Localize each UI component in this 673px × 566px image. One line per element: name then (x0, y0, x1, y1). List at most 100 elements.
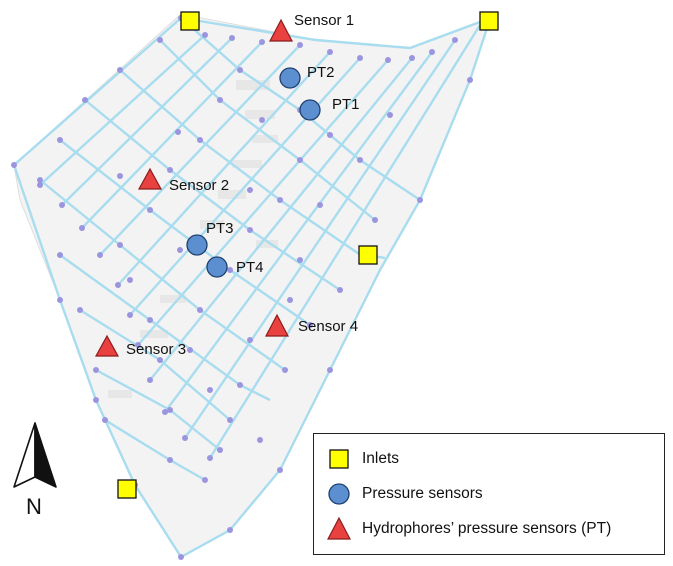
pt3-marker (186, 234, 208, 256)
pt3-label: PT3 (206, 220, 234, 237)
pipe-segment (129, 57, 361, 316)
junction-node (102, 417, 108, 423)
junction-node (452, 37, 458, 43)
junction-node (259, 117, 265, 123)
inlet-marker (479, 11, 499, 31)
junction-node (57, 297, 63, 303)
junction-node (327, 49, 333, 55)
junction-node (37, 177, 43, 183)
pipe-segment (61, 37, 233, 206)
junction-node (117, 173, 123, 179)
junction-node (178, 554, 184, 560)
junction-node (229, 35, 235, 41)
junction-node (307, 322, 313, 328)
yellow-square-icon (329, 449, 349, 469)
sensor-2-label: Sensor 2 (169, 177, 229, 194)
junction-node (327, 132, 333, 138)
junction-node (429, 49, 435, 55)
pipe-segment (119, 69, 366, 259)
legend-label-pressure-sensors: Pressure sensors (362, 485, 483, 502)
junction-node (217, 97, 223, 103)
junction-node (357, 55, 363, 61)
junction-node (147, 207, 153, 213)
inlet-marker (117, 479, 137, 499)
legend-label-hydrophores: Hydrophores’ pressure sensors (PT) (362, 520, 612, 537)
junction-node (259, 39, 265, 45)
junction-node (277, 467, 283, 473)
pipe-segment (180, 21, 491, 559)
junction-node (409, 55, 415, 61)
junction-node (247, 227, 253, 233)
junction-node (207, 455, 213, 461)
pt1-marker (299, 99, 321, 121)
junction-node (297, 42, 303, 48)
junction-node (147, 317, 153, 323)
legend: Inlets Pressure sensors Hydrophores’ pre… (313, 433, 665, 555)
junction-node (317, 202, 323, 208)
pt1-label: PT1 (332, 96, 360, 113)
legend-item-pressure-sensors: Pressure sensors (326, 481, 483, 507)
junction-node (202, 477, 208, 483)
junction-node (417, 197, 423, 203)
pipe-segment (180, 16, 481, 50)
legend-item-hydrophores: Hydrophores’ pressure sensors (PT) (326, 516, 611, 542)
junction-node (117, 242, 123, 248)
junction-node (227, 417, 233, 423)
junction-node (182, 435, 188, 441)
junction-node (467, 77, 473, 83)
junction-node (167, 167, 173, 173)
junction-node (175, 129, 181, 135)
junction-node (82, 97, 88, 103)
pt4-marker (206, 256, 228, 278)
junction-node (57, 137, 63, 143)
junction-node (93, 397, 99, 403)
sensor-3-label: Sensor 3 (126, 341, 186, 358)
junction-node (79, 225, 85, 231)
junction-node (297, 257, 303, 263)
legend-item-inlets: Inlets (326, 446, 399, 472)
junction-node (237, 67, 243, 73)
north-arrow-icon: N (13, 422, 57, 519)
junction-node (135, 342, 141, 348)
pt2-label: PT2 (307, 64, 335, 81)
junction-node (127, 312, 133, 318)
pipe-segment (117, 51, 331, 286)
pipe-segment (164, 51, 433, 413)
junction-node (282, 367, 288, 373)
junction-node (207, 387, 213, 393)
legend-label-inlets: Inlets (362, 450, 400, 467)
junction-node (162, 409, 168, 415)
junction-node (167, 457, 173, 463)
red-triangle-icon (327, 516, 351, 540)
junction-node (167, 407, 173, 413)
sensor-1-label: Sensor 1 (294, 12, 354, 29)
junction-node (385, 57, 391, 63)
junction-node (357, 157, 363, 163)
pipe-segment (39, 179, 286, 371)
junction-node (59, 202, 65, 208)
junction-node (127, 277, 133, 283)
junction-node (337, 287, 343, 293)
junction-node (57, 252, 63, 258)
pipe-segment (99, 44, 301, 256)
pipe-segment (13, 17, 182, 166)
junction-node (115, 282, 121, 288)
junction-node (287, 297, 293, 303)
junction-node (247, 187, 253, 193)
pt4-label: PT4 (236, 259, 264, 276)
junction-node (77, 307, 83, 313)
junction-node (97, 252, 103, 258)
pipe-segment (159, 39, 376, 221)
junction-node (387, 112, 393, 118)
sensor-2-marker (137, 167, 163, 190)
pipe-network (12, 16, 491, 559)
pipe-segment (184, 39, 456, 439)
junction-node (297, 157, 303, 163)
junction-node (157, 357, 163, 363)
junction-node (217, 447, 223, 453)
pipe-segment (59, 254, 271, 402)
sensor-1-marker (269, 18, 293, 42)
inlet-marker (180, 11, 200, 31)
junction-node (227, 527, 233, 533)
